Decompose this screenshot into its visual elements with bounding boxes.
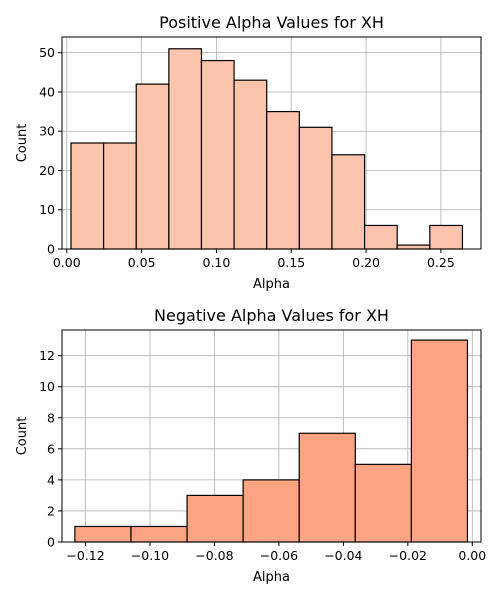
y-tick-label: 10 [39, 202, 55, 217]
y-tick-label: 6 [47, 441, 55, 456]
histogram-bar [298, 432, 356, 543]
histogram-bar [266, 110, 300, 250]
bars [74, 339, 469, 543]
histogram-bar [233, 79, 268, 250]
x-tick-label: 0.25 [427, 255, 455, 270]
x-tick-label: −0.02 [389, 548, 427, 563]
x-tick-label: 0.20 [352, 255, 380, 270]
histogram-bar [74, 525, 132, 543]
histogram-bar [103, 142, 137, 250]
histogram-bar [130, 525, 188, 543]
negative-alpha-chart: Negative Alpha Values for XH −0.12 −0.10−… [15, 306, 486, 585]
y-tick-label: 30 [39, 124, 55, 139]
histogram-bar [168, 48, 203, 250]
y-tick-label: 4 [47, 472, 55, 487]
histogram-bar [298, 126, 333, 250]
histogram-bar [135, 83, 170, 250]
y-tick-label: 50 [39, 45, 55, 60]
histogram-bar [396, 244, 431, 250]
y-tick-label: 20 [39, 163, 55, 178]
x-axis-label: Alpha [253, 277, 290, 292]
plot-frame [61, 329, 482, 543]
bars [70, 48, 464, 250]
y-tick-label: 40 [39, 84, 55, 99]
y-ticks: 0 10 20 30 40 50 [39, 45, 62, 257]
x-tick-label: −0.10 [131, 548, 169, 563]
x-tick-label: 0.05 [128, 255, 156, 270]
histogram-bar [410, 339, 469, 543]
y-tick-label: 8 [47, 410, 55, 425]
x-tick-label: −0.08 [195, 548, 233, 563]
histogram-bar [70, 142, 105, 250]
plot-frame [61, 36, 482, 250]
chart-title: Negative Alpha Values for XH [154, 306, 389, 325]
histogram-bar [363, 224, 398, 250]
x-tick-label: −0.12 [66, 548, 104, 563]
y-ticks: 0 2 4 6 8 10 12 [39, 348, 62, 550]
x-tick-label: 0.15 [277, 255, 305, 270]
y-tick-label: 12 [39, 348, 55, 363]
histogram-bar [331, 154, 366, 250]
x-ticks: 0.00 0.05 0.10 0.15 0.20 0.25 [53, 249, 455, 270]
y-tick-label: 2 [47, 503, 55, 518]
positive-alpha-chart: Positive Alpha Values for XH 0.00 0.05 0.1… [15, 13, 482, 292]
x-ticks: −0.12 −0.10 −0.08 −0.06 −0.04 −0.02 0.00 [66, 542, 486, 563]
x-axis-label: Alpha [253, 570, 290, 585]
histogram-bar [242, 479, 300, 543]
histogram-bar [429, 224, 464, 250]
y-tick-label: 0 [47, 242, 55, 257]
x-tick-label: 0.00 [53, 255, 81, 270]
x-tick-label: 0.10 [203, 255, 231, 270]
histogram-bar [200, 59, 235, 250]
x-tick-label: 0.00 [458, 548, 486, 563]
histogram-bar [354, 463, 412, 543]
chart-title: Positive Alpha Values for XH [159, 13, 384, 32]
x-tick-label: −0.04 [324, 548, 362, 563]
histogram-bar [186, 494, 244, 543]
y-tick-label: 10 [39, 379, 55, 394]
y-axis-label: Count [15, 124, 30, 163]
x-tick-label: −0.06 [260, 548, 298, 563]
y-tick-label: 0 [47, 535, 55, 550]
y-axis-label: Count [15, 417, 30, 456]
